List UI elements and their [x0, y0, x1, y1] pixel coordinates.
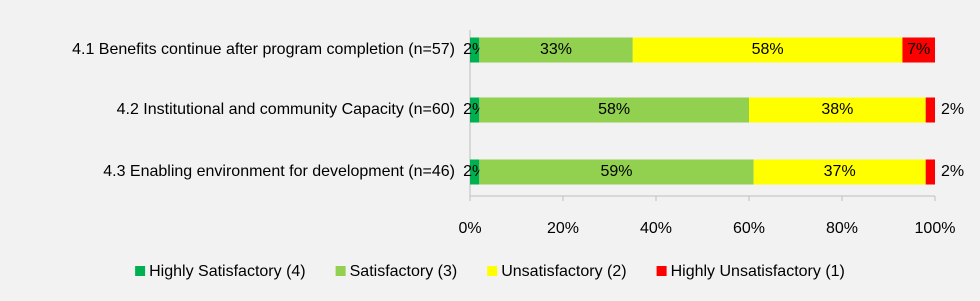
x-tick-label: 40%: [640, 220, 672, 237]
legend-label: Satisfactory (3): [350, 263, 458, 280]
x-tick-label: 80%: [826, 220, 858, 237]
legend-label: Highly Unsatisfactory (1): [671, 263, 845, 280]
x-tick-label: 100%: [915, 220, 956, 237]
data-label: 37%: [824, 163, 856, 180]
bar-segment: [925, 159, 935, 185]
legend-swatch: [135, 266, 146, 276]
data-label: 2%: [941, 101, 964, 118]
legend-swatch: [656, 266, 667, 276]
category-label: 4.2 Institutional and community Capacity…: [116, 101, 455, 118]
x-tick-label: 60%: [733, 220, 765, 237]
bar-segment: [925, 97, 935, 123]
bar-segment: [470, 97, 480, 123]
x-tick-label: 0%: [458, 220, 481, 237]
data-label: 33%: [540, 41, 572, 58]
legend-swatch: [335, 266, 346, 276]
data-label: 38%: [821, 101, 853, 118]
bar-segment: [902, 37, 935, 63]
data-label: 58%: [752, 41, 784, 58]
bar-segment: [470, 159, 480, 185]
bar-segment: [749, 97, 926, 123]
bar-segment: [479, 159, 754, 185]
data-label: 59%: [600, 163, 632, 180]
legend-label: Highly Satisfactory (4): [149, 263, 306, 280]
bar-segment: [753, 159, 926, 185]
bar-segment: [479, 97, 749, 123]
x-tick-label: 20%: [547, 220, 579, 237]
category-label: 4.1 Benefits continue after program comp…: [72, 41, 455, 58]
data-label: 2%: [941, 163, 964, 180]
category-label: 4.3 Enabling environment for development…: [103, 163, 455, 180]
data-label: 7%: [907, 41, 930, 58]
legend-swatch: [487, 266, 498, 276]
bar-segment: [632, 37, 903, 63]
data-label: 58%: [598, 101, 630, 118]
legend-label: Unsatisfactory (2): [501, 263, 626, 280]
bar-segment: [470, 37, 480, 63]
bar-segment: [479, 37, 633, 63]
